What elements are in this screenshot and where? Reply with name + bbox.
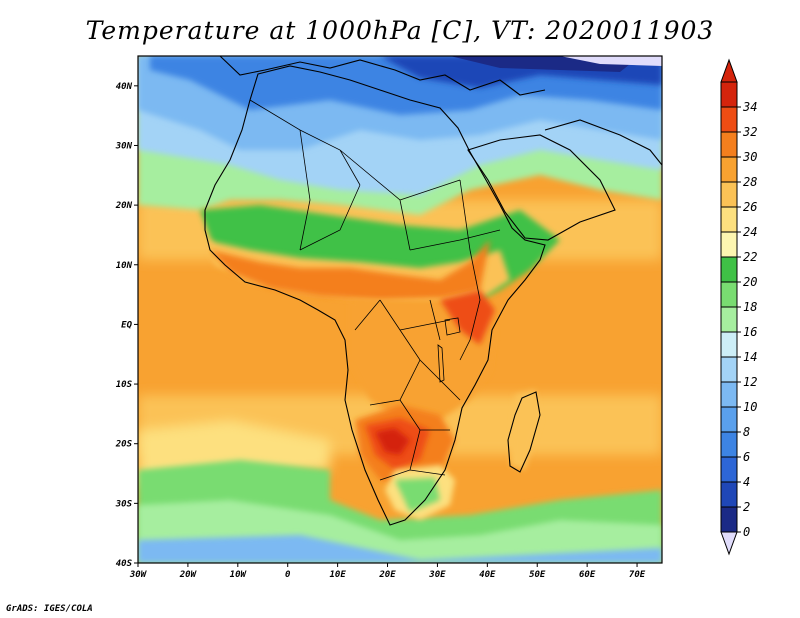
iran-coastline [544,119,662,166]
colorbar-swatch [720,256,738,283]
lon-tick-label: 10W [230,570,248,580]
colorbar-swatch [720,356,738,383]
lon-tick-label: 60E [579,570,596,580]
colorbar-swatch [720,231,738,258]
lon-tick-label: 30W [129,570,148,580]
field-band-30-sahel [210,240,490,300]
lat-tick-label: 40N [116,82,133,92]
lat-tick-label: 20S [115,440,133,450]
colorbar-label: 0 [743,525,750,539]
colorbar-swatch [720,181,738,208]
colorbar-swatch [720,406,738,433]
colorbar-swatch [720,506,738,533]
colorbar-swatch [720,431,738,458]
lake-victoria [444,317,461,336]
lon-tick-label: 50E [529,570,546,580]
lon-tick-label: 40E [479,570,496,580]
lake-tanganyika [437,344,445,383]
colorbar-swatch [720,281,738,308]
colorbar-swatch [720,331,738,358]
colorbar-swatch [720,106,738,133]
lat-tick-label: 30N [115,141,133,151]
colorbar-label: 22 [743,250,757,264]
colorbar-label: 8 [743,425,750,439]
field-band-10-south [138,535,662,563]
lon-tick-label: 10E [329,570,346,580]
colorbar-label: 4 [743,475,750,489]
lat-tick-label: 20N [115,201,133,211]
colorbar-swatch [720,81,738,108]
field-band-34-south [375,428,410,455]
latitude-ticks: 40N 30N 20N 10N EQ 10S 20S 30S 40S [115,82,138,569]
lon-tick-label: 20W [179,570,198,580]
colorbar-swatch [720,456,738,483]
europe-coastline [219,56,546,96]
africa-coastline [204,65,546,526]
colorbar-label: 12 [743,375,757,389]
colorbar-label: 10 [743,400,757,414]
colorbar-label: 14 [743,350,757,364]
longitude-ticks: 30W 20W 10W 0 10E 20E 30E 40E 50E 60E 70E [129,563,646,580]
map-frame [137,55,663,564]
colorbar-swatch [720,131,738,158]
lon-tick-label: 30E [428,570,446,580]
colorbar-swatch [720,156,738,183]
grads-credit: GrADS: IGES/COLA [6,604,93,614]
colorbar-label: 28 [743,175,757,189]
colorbar-label: 26 [743,200,757,214]
coastlines [204,56,662,526]
colorbar-swatch [720,206,738,233]
colorbar-label: 24 [743,225,757,239]
lat-tick-label: 10N [116,261,133,271]
colorbar-label: 20 [743,275,757,289]
lon-tick-label: 20E [378,570,396,580]
arabia-coastline [467,134,616,241]
field-band-32-east [440,290,495,345]
colorbar-label: 34 [742,100,757,114]
map-title: Temperature at 1000hPa [C], VT: 20200119… [85,16,715,45]
lon-tick-label: 70E [629,570,646,580]
colorbar-label: 30 [742,150,757,164]
madagascar-coastline [507,391,541,473]
colorbar-label: 32 [742,125,757,139]
country-borders [249,99,501,481]
lat-tick-label: 10S [116,380,133,390]
lat-tick-label: 40S [116,559,133,569]
colorbar-swatch [720,481,738,508]
field-band-18-south-africa [395,478,440,512]
colorbar-swatch [720,381,738,408]
border-lines [249,99,501,481]
colorbar-under-triangle [720,531,738,556]
field-band-under-north [560,56,662,66]
field-band-28-central [350,300,495,420]
temperature-field [138,56,662,563]
colorbar-swatch [720,306,738,333]
lon-tick-label: 0 [285,570,291,580]
colorbar-label: 16 [743,325,757,339]
colorbar-label: 18 [743,300,757,314]
colorbar-label: 2 [743,500,750,514]
lat-tick-label: EQ [121,320,132,330]
colorbar-over-triangle [720,58,738,83]
lat-tick-label: 30S [115,499,133,509]
colorbar-label: 6 [743,450,750,464]
